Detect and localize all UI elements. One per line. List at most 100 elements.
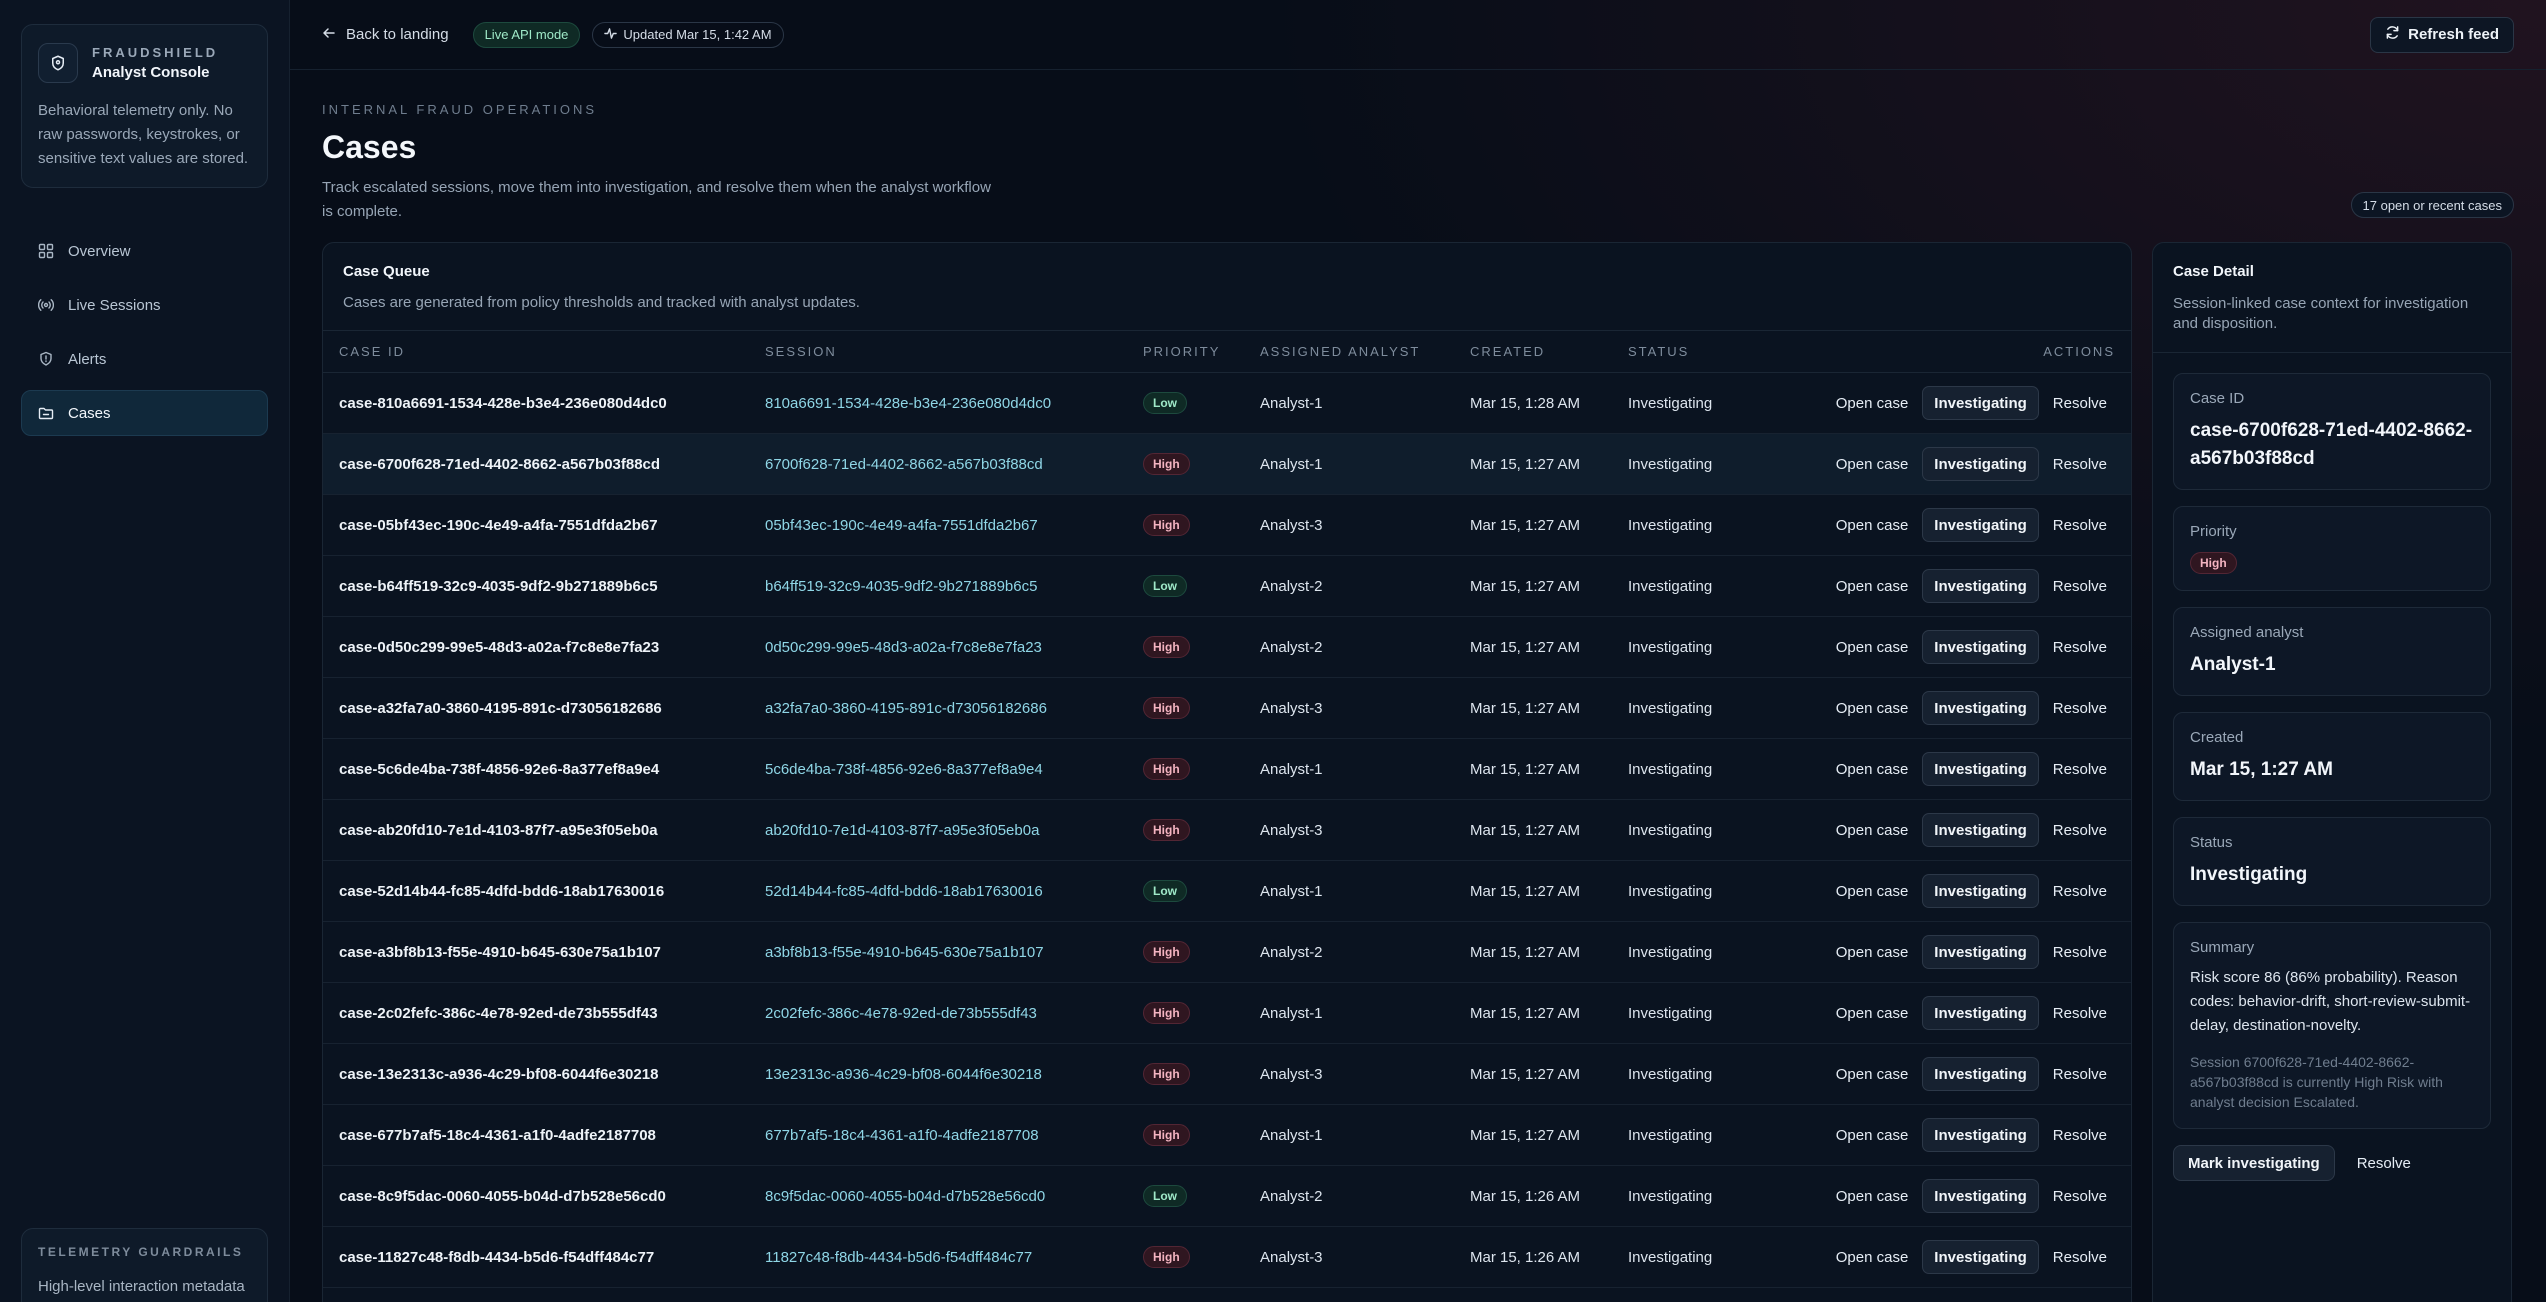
resolve-button[interactable]: Resolve	[2052, 1004, 2107, 1022]
investigating-button[interactable]: Investigating	[1922, 1057, 2039, 1091]
resolve-button[interactable]: Resolve	[2052, 821, 2107, 839]
open-case-button[interactable]: Open case	[1835, 1126, 1909, 1144]
sidebar-item-live-sessions[interactable]: Live Sessions	[21, 282, 268, 328]
investigating-button[interactable]: Investigating	[1922, 569, 2039, 603]
resolve-button[interactable]: Resolve	[2052, 943, 2107, 961]
investigating-button[interactable]: Investigating	[1922, 447, 2039, 481]
priority-badge: High	[1143, 941, 1190, 963]
table-row[interactable]: case-ab20fd10-7e1d-4103-87f7-a95e3f05eb0…	[323, 800, 2131, 861]
investigating-button[interactable]: Investigating	[1922, 813, 2039, 847]
refresh-feed-button[interactable]: Refresh feed	[2370, 16, 2514, 53]
session-link[interactable]: ab20fd10-7e1d-4103-87f7-a95e3f05eb0a	[765, 821, 1040, 839]
table-row[interactable]: case-8c9f5dac-0060-4055-b04d-d7b528e56cd…	[323, 1166, 2131, 1227]
session-link[interactable]: 2c02fefc-386c-4e78-92ed-de73b555df43	[765, 1004, 1037, 1022]
investigating-button[interactable]: Investigating	[1922, 630, 2039, 664]
resolve-button[interactable]: Resolve	[2052, 577, 2107, 595]
table-row[interactable]: case-5c6de4ba-738f-4856-92e6-8a377ef8a9e…	[323, 739, 2131, 800]
resolve-button[interactable]: Resolve	[2052, 455, 2107, 473]
table-row[interactable]: case-2c02fefc-386c-4e78-92ed-de73b555df4…	[323, 983, 2131, 1044]
sidebar-item-cases[interactable]: Cases	[21, 390, 268, 436]
session-link[interactable]: 0d50c299-99e5-48d3-a02a-f7c8e8e7fa23	[765, 638, 1042, 656]
investigating-button[interactable]: Investigating	[1922, 874, 2039, 908]
priority-badge: High	[1143, 819, 1190, 841]
sidebar-item-alerts[interactable]: Alerts	[21, 336, 268, 382]
table-row[interactable]: case-a3bf8b13-f55e-4910-b645-630e75a1b10…	[323, 922, 2131, 983]
investigating-button[interactable]: Investigating	[1922, 1179, 2039, 1213]
investigating-button[interactable]: Investigating	[1922, 752, 2039, 786]
investigating-button[interactable]: Investigating	[1922, 996, 2039, 1030]
investigating-button[interactable]: Investigating	[1922, 1118, 2039, 1152]
open-case-button[interactable]: Open case	[1835, 821, 1909, 839]
investigating-button[interactable]: Investigating	[1922, 691, 2039, 725]
cell-status: Investigating	[1628, 760, 1713, 778]
resolve-button[interactable]: Resolve	[2052, 638, 2107, 656]
investigating-button[interactable]: Investigating	[1922, 508, 2039, 542]
session-link[interactable]: 5c6de4ba-738f-4856-92e6-8a377ef8a9e4	[765, 760, 1043, 778]
table-row[interactable]: case-52d14b44-fc85-4dfd-bdd6-18ab1763001…	[323, 861, 2131, 922]
open-case-button[interactable]: Open case	[1835, 699, 1909, 717]
sidebar-item-overview[interactable]: Overview	[21, 228, 268, 274]
resolve-button[interactable]: Resolve	[2052, 1065, 2107, 1083]
cell-created: Mar 15, 1:27 AM	[1470, 455, 1581, 473]
cell-priority: High	[1143, 1124, 1260, 1146]
cell-status: Investigating	[1628, 1187, 1713, 1205]
open-case-button[interactable]: Open case	[1835, 943, 1909, 961]
activity-icon	[604, 27, 618, 43]
session-link[interactable]: 52d14b44-fc85-4dfd-bdd6-18ab17630016	[765, 882, 1043, 900]
session-link[interactable]: 13e2313c-a936-4c29-bf08-6044f6e30218	[765, 1065, 1042, 1083]
page-header: INTERNAL FRAUD OPERATIONS Cases Track es…	[322, 102, 1002, 224]
investigating-button[interactable]: Investigating	[1922, 1240, 2039, 1274]
open-case-button[interactable]: Open case	[1835, 882, 1909, 900]
cell-case-id: case-5c6de4ba-738f-4856-92e6-8a377ef8a9e…	[339, 760, 660, 778]
sidebar-item-label: Live Sessions	[68, 296, 161, 314]
table-row[interactable]: case-a32fa7a0-3860-4195-891c-d7305618268…	[323, 678, 2131, 739]
open-case-button[interactable]: Open case	[1835, 577, 1909, 595]
open-case-button[interactable]: Open case	[1835, 1004, 1909, 1022]
open-case-button[interactable]: Open case	[1835, 455, 1909, 473]
cell-analyst: Analyst-3	[1260, 1248, 1323, 1266]
session-link[interactable]: 8c9f5dac-0060-4055-b04d-d7b528e56cd0	[765, 1187, 1046, 1205]
resolve-button[interactable]: Resolve	[2052, 1126, 2107, 1144]
open-case-button[interactable]: Open case	[1835, 1248, 1909, 1266]
resolve-button[interactable]: Resolve	[2052, 882, 2107, 900]
open-case-button[interactable]: Open case	[1835, 638, 1909, 656]
cell-analyst: Analyst-2	[1260, 638, 1323, 656]
resolve-button[interactable]: Resolve	[2052, 394, 2107, 412]
open-case-button[interactable]: Open case	[1835, 1065, 1909, 1083]
sidebar-item-label: Cases	[68, 404, 111, 422]
open-case-button[interactable]: Open case	[1835, 516, 1909, 534]
session-link[interactable]: b64ff519-32c9-4035-9df2-9b271889b6c5	[765, 577, 1038, 595]
table-row[interactable]: case-13e2313c-a936-4c29-bf08-6044f6e3021…	[323, 1044, 2131, 1105]
session-link[interactable]: 810a6691-1534-428e-b3e4-236e080d4dc0	[765, 394, 1052, 412]
resolve-button[interactable]: Resolve	[2052, 699, 2107, 717]
table-row[interactable]: case-11827c48-f8db-4434-b5d6-f54dff484c7…	[323, 1227, 2131, 1288]
table-row[interactable]: case-810a6691-1534-428e-b3e4-236e080d4dc…	[323, 373, 2131, 434]
table-body: case-810a6691-1534-428e-b3e4-236e080d4dc…	[323, 373, 2131, 1288]
session-link[interactable]: 6700f628-71ed-4402-8662-a567b03f88cd	[765, 455, 1043, 473]
resolve-button[interactable]: Resolve	[2052, 1248, 2107, 1266]
resolve-button[interactable]: Resolve	[2052, 760, 2107, 778]
session-link[interactable]: a3bf8b13-f55e-4910-b645-630e75a1b107	[765, 943, 1044, 961]
session-link[interactable]: 05bf43ec-190c-4e49-a4fa-7551dfda2b67	[765, 516, 1038, 534]
detail-resolve-button[interactable]: Resolve	[2356, 1154, 2411, 1172]
session-link[interactable]: 677b7af5-18c4-4361-a1f0-4adfe2187708	[765, 1126, 1039, 1144]
table-row[interactable]: case-6700f628-71ed-4402-8662-a567b03f88c…	[323, 434, 2131, 495]
row-actions: Open case Investigating Resolve	[1788, 935, 2115, 969]
resolve-button[interactable]: Resolve	[2052, 516, 2107, 534]
table-row[interactable]: case-677b7af5-18c4-4361-a1f0-4adfe218770…	[323, 1105, 2131, 1166]
cell-case-id: case-b64ff519-32c9-4035-9df2-9b271889b6c…	[339, 577, 658, 595]
session-link[interactable]: a32fa7a0-3860-4195-891c-d73056182686	[765, 699, 1047, 717]
session-link[interactable]: 11827c48-f8db-4434-b5d6-f54dff484c77	[765, 1248, 1033, 1266]
investigating-button[interactable]: Investigating	[1922, 386, 2039, 420]
back-to-landing-link[interactable]: Back to landing	[322, 26, 449, 44]
investigating-button[interactable]: Investigating	[1922, 935, 2039, 969]
mark-investigating-button[interactable]: Mark investigating	[2173, 1145, 2335, 1181]
open-case-button[interactable]: Open case	[1835, 760, 1909, 778]
table-row[interactable]: case-05bf43ec-190c-4e49-a4fa-7551dfda2b6…	[323, 495, 2131, 556]
table-row[interactable]: case-b64ff519-32c9-4035-9df2-9b271889b6c…	[323, 556, 2131, 617]
open-case-button[interactable]: Open case	[1835, 394, 1909, 412]
resolve-button[interactable]: Resolve	[2052, 1187, 2107, 1205]
open-case-button[interactable]: Open case	[1835, 1187, 1909, 1205]
table-row[interactable]: case-0d50c299-99e5-48d3-a02a-f7c8e8e7fa2…	[323, 617, 2131, 678]
page-description: Track escalated sessions, move them into…	[322, 179, 991, 220]
